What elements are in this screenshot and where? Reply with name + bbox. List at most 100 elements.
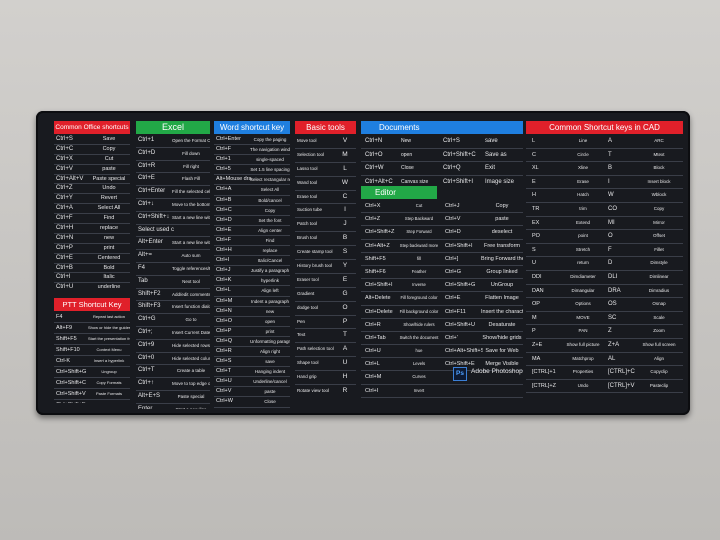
basic-desc: B (342, 234, 348, 242)
word-row: Ctrl+H replace (214, 246, 290, 257)
office-row: Ctrl+U underline (54, 283, 130, 291)
excel-row: Alt+= Auto sum (136, 250, 210, 263)
editor-desc: deselect (491, 229, 513, 236)
excel-row: Ctrl+9 Hide selected rows (136, 340, 210, 353)
word-key: Ctrl+J (216, 267, 231, 274)
basic-desc: L (343, 164, 347, 172)
excel-desc: Fill down (182, 150, 200, 156)
office-desc: print (103, 244, 115, 251)
ppt-row: F4 Repeat last action (54, 312, 130, 323)
basic-desc: C (342, 192, 348, 200)
editor-desc: Show/hide rulers (403, 321, 435, 327)
cad-row: DAN Dimangular DRA Dimradius (526, 285, 683, 299)
cad-desc: Extend (575, 219, 590, 225)
excel-key: Ctrl+0 (138, 354, 155, 361)
cad-row: DDI Dimdiameter DLI Dimlinear (526, 271, 683, 285)
cad-row: [CTRL]+Z Undo [CTRL]+V Pasteclip (526, 380, 683, 393)
word-desc: Align left (261, 288, 279, 294)
editor-key: Ctrl+' (445, 334, 458, 341)
word-desc: Select rectangular region (250, 177, 290, 183)
word-row: Ctrl+O open (214, 317, 290, 327)
word-desc: paste (264, 389, 276, 395)
word-desc: Align center (258, 227, 282, 233)
basic-desc: W (341, 178, 349, 186)
documents-desc: Canvas size (401, 178, 429, 185)
excel-row: Ctrl+R Fill right (136, 161, 210, 174)
office-row: Ctrl+Z Undo (54, 184, 130, 195)
cad-key: B (608, 165, 613, 172)
editor-key: Ctrl+D (445, 229, 461, 236)
excel-key: Ctrl+Enter (138, 188, 166, 195)
excel-desc: Next tool (182, 278, 200, 284)
editor-key: Ctrl+Alt+Shift+S (445, 348, 483, 355)
editor-key: Ctrl+Shift+E (445, 361, 475, 368)
excel-desc: Insert Current Date (172, 329, 210, 335)
word-row: Ctrl+Enter Copy the paging (214, 135, 290, 146)
editor-desc: Copy (495, 203, 509, 209)
excel-desc: Hide selected rows (172, 342, 210, 348)
cad-key: A (608, 138, 613, 144)
basic-key: dodge tool (297, 304, 319, 310)
cad-key: EX (532, 219, 540, 226)
ppt-row: Shift+F5 Start the presentation from the … (54, 334, 130, 345)
word-row: Ctrl+F The navigation window (214, 145, 290, 156)
excel-row: Ctrl+0 Hide selected columns (136, 353, 210, 366)
office-key: Ctrl+A (56, 205, 73, 212)
basic-desc: E (342, 275, 348, 283)
word-shortcuts-panel: Word shortcut key Ctrl+Enter Copy the pag… (214, 121, 290, 409)
word-row: Ctrl+B Bold/cancel (214, 196, 290, 206)
basic-desc: T (343, 331, 347, 339)
ppt-row: Ctrl+Shift+FDisplay the font dialog box (54, 400, 130, 403)
excel-row: Ctrl+↓ Move to the bottom cell (136, 199, 210, 212)
editor-key: Ctrl+X (365, 203, 381, 209)
cad-desc: Options (575, 301, 591, 307)
excel-desc: Start a new line (172, 404, 210, 409)
word-key: Ctrl+L (216, 287, 231, 294)
editor-desc: Invert (413, 387, 425, 393)
cad-key: [CTRL]+Z (532, 382, 556, 389)
basic-desc: R (342, 387, 348, 395)
cad-row: P PAN Z Zoom (526, 325, 683, 339)
basic-desc: H (342, 373, 348, 381)
editor-key: Alt+Delete (365, 295, 391, 302)
ppt-key: Ctrl+Shift+F (56, 400, 92, 403)
basic-key: Eraser tool (297, 276, 319, 282)
office-desc: Cut (104, 155, 114, 162)
editor-desc: Show/hide grids (482, 334, 522, 341)
word-desc: Italic/Cancel (257, 258, 283, 264)
editor-desc: Curves (412, 374, 426, 380)
word-row: Ctrl+C Copy (214, 206, 290, 216)
editor-desc: Step Forward (406, 229, 432, 235)
excel-key: Shift+F2 (138, 290, 161, 297)
editor-panel: Editor Ctrl+X Cut Ctrl+J Copy Ctrl+Z Step Bac… (361, 186, 523, 398)
office-desc: Undo (102, 185, 116, 192)
word-shortcuts-list: Ctrl+Enter Copy the paging Ctrl+F The navig… (214, 135, 290, 409)
ppt-row: Alt+F9 Show or hide the guides (54, 323, 130, 334)
editor-desc: Step Backward (404, 216, 434, 222)
cad-desc: Dimstyle (650, 260, 668, 266)
office-row: Ctrl+B Bold (54, 264, 130, 274)
editor-desc: Group linked (486, 268, 518, 275)
excel-row: Ctrl+; Insert Current Date (136, 327, 210, 340)
office-desc: Revert (100, 195, 118, 202)
cad-desc: Circle (577, 151, 589, 157)
excel-desc: Create a table (176, 368, 206, 374)
excel-key: Ctrl+; (138, 328, 153, 335)
editor-row: Ctrl+Delete Fill background color Ctrl+F11… (361, 306, 523, 319)
editor-desc: UnGroup (490, 282, 514, 289)
excel-key: Ctrl+E (138, 175, 155, 182)
photoshop-logo-icon: Ps (453, 367, 467, 381)
office-desc: Select All (97, 205, 121, 212)
ppt-desc: Copy Formats (96, 380, 122, 385)
cad-desc: Mirror (653, 219, 665, 225)
editor-key: Ctrl+J (445, 203, 460, 209)
cad-desc: trim (579, 205, 587, 211)
word-row: Ctrl+W Close (214, 397, 290, 408)
office-row: Ctrl+F Find (54, 214, 130, 225)
basic-row: Wand tool W (295, 177, 356, 191)
word-desc: The navigation window (250, 147, 290, 153)
cad-key: SC (608, 314, 617, 321)
excel-row: Alt+E+S Paste special (136, 391, 210, 404)
cad-desc: Stretch (575, 246, 591, 252)
cad-key: Z+A (608, 341, 620, 348)
